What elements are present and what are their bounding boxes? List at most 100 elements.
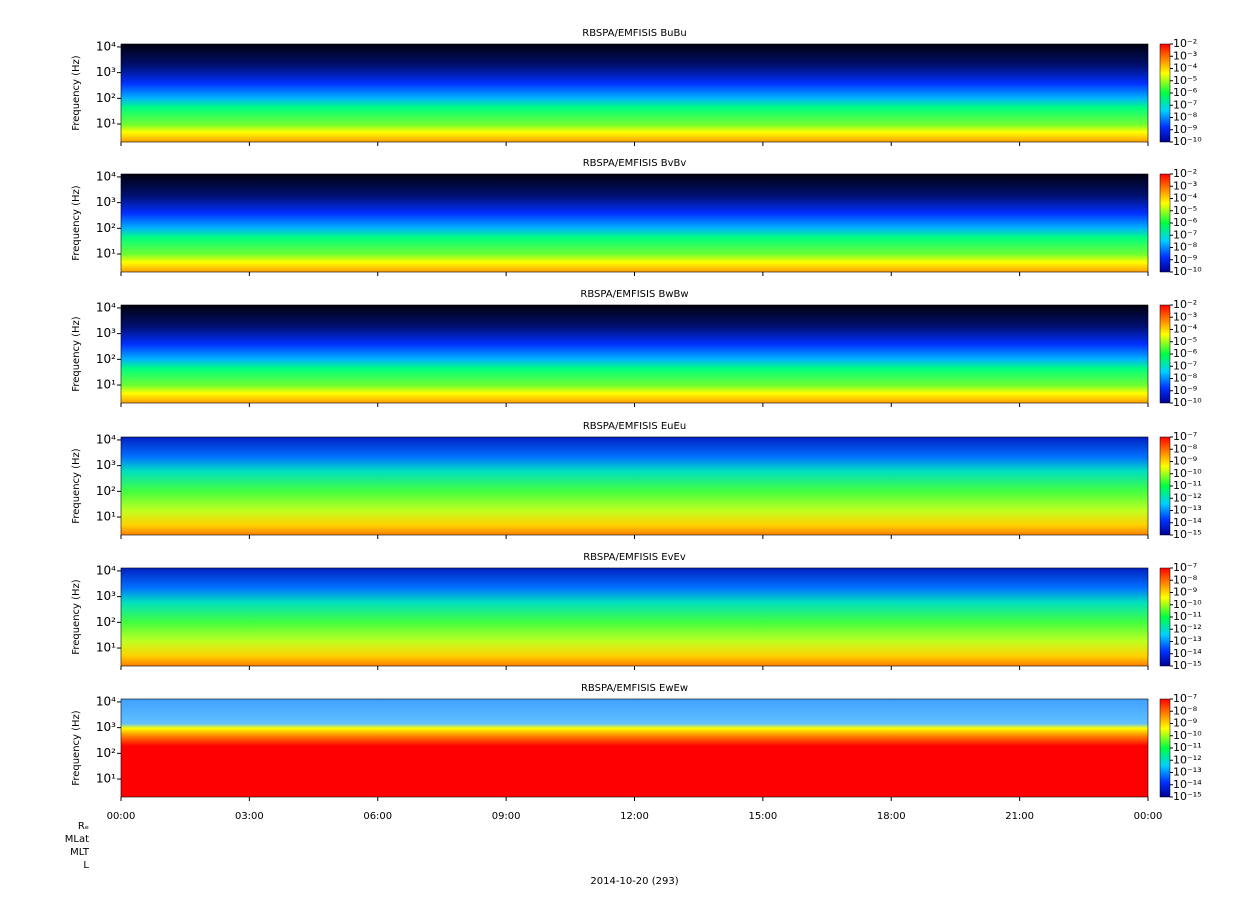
y-tick-label: 10² — [96, 484, 116, 498]
y-tick-label: 10¹ — [96, 378, 116, 392]
colorbar-tick-label: 10⁻¹¹ — [1173, 479, 1202, 492]
y-tick-label: 10³ — [96, 589, 116, 603]
colorbar-tick-label: 10⁻¹³ — [1173, 504, 1202, 517]
colorbar-tick-label: 10⁻⁷ — [1173, 98, 1197, 111]
x-tick-label: 21:00 — [1005, 811, 1034, 822]
y-tick-label: 10⁴ — [96, 300, 116, 314]
colorbar-tick-label: 10⁻² — [1173, 37, 1197, 50]
colorbar-tick-label: 10⁻⁹ — [1173, 253, 1197, 266]
x-tick-label: 18:00 — [877, 811, 906, 822]
colorbar-tick-label: 10⁻⁷ — [1173, 228, 1197, 241]
y-tick-label: 10⁴ — [96, 169, 116, 183]
orbit-label: MLT — [70, 847, 90, 858]
y-tick-label: 10² — [96, 615, 116, 629]
colorbar — [1159, 698, 1171, 798]
x-axis-label: 2014-10-20 (293) — [590, 876, 678, 887]
x-tick-label: 03:00 — [235, 811, 264, 822]
panel-title: RBSPA/EMFISIS EuEu — [583, 421, 686, 432]
y-tick-label: 10¹ — [96, 510, 116, 524]
x-tick-label: 00:00 — [1134, 811, 1163, 822]
orbit-label: Rₑ — [78, 821, 89, 832]
y-axis-label: Frequency (Hz) — [71, 448, 82, 524]
y-axis-label: Frequency (Hz) — [71, 185, 82, 261]
colorbar-tick-label: 10⁻¹⁵ — [1173, 528, 1202, 541]
colorbar-label: amplitude (nT^2/Hz) — [1223, 296, 1236, 411]
y-tick-label: 10³ — [96, 326, 116, 340]
colorbar-tick-label: 10⁻⁶ — [1173, 86, 1198, 99]
spectrogram — [121, 44, 1148, 142]
colorbar — [1159, 304, 1171, 404]
colorbar-label: amplitude (nT^2/Hz) — [1223, 35, 1236, 150]
colorbar-tick-label: 10⁻⁹ — [1173, 455, 1197, 468]
colorbar-label: amplitude (V^2/m^2/Hz) — [1223, 547, 1236, 687]
colorbar — [1159, 43, 1171, 143]
colorbar-tick-label: 10⁻⁹ — [1173, 586, 1197, 599]
y-axis-label: Frequency (Hz) — [71, 710, 82, 786]
colorbar-tick-label: 10⁻¹¹ — [1173, 741, 1202, 754]
colorbar-tick-label: 10⁻⁵ — [1173, 74, 1197, 87]
colorbar — [1159, 436, 1171, 536]
colorbar-label: amplitude (nT^2/Hz) — [1223, 165, 1236, 280]
colorbar-tick-label: 10⁻⁸ — [1173, 442, 1198, 455]
colorbar-tick-label: 10⁻⁷ — [1173, 692, 1197, 705]
y-axis-label: Frequency (Hz) — [71, 579, 82, 655]
colorbar-tick-label: 10⁻³ — [1173, 49, 1197, 62]
colorbar-tick-label: 10⁻¹² — [1173, 491, 1202, 504]
colorbar-tick-label: 10⁻¹⁰ — [1173, 467, 1202, 480]
colorbar-tick-label: 10⁻¹³ — [1173, 766, 1202, 779]
y-tick-label: 10¹ — [96, 641, 116, 655]
colorbar-tick-label: 10⁻¹⁴ — [1173, 516, 1202, 529]
y-axis-label: Frequency (Hz) — [71, 316, 82, 392]
colorbar-tick-label: 10⁻¹⁴ — [1173, 647, 1202, 660]
colorbar-tick-label: 10⁻¹⁰ — [1173, 265, 1202, 278]
colorbar-tick-label: 10⁻⁸ — [1173, 241, 1198, 254]
colorbar-tick-label: 10⁻⁷ — [1173, 430, 1197, 443]
colorbar-tick-label: 10⁻¹³ — [1173, 635, 1202, 648]
spectrogram — [121, 699, 1148, 797]
colorbar-tick-label: 10⁻⁸ — [1173, 372, 1198, 385]
colorbar — [1159, 567, 1171, 667]
x-tick-label: 15:00 — [748, 811, 777, 822]
y-tick-label: 10² — [96, 221, 116, 235]
y-axis-label: Frequency (Hz) — [71, 55, 82, 131]
colorbar-tick-label: 10⁻³ — [1173, 310, 1197, 323]
colorbar-tick-label: 10⁻⁵ — [1173, 204, 1197, 217]
y-tick-label: 10¹ — [96, 247, 116, 261]
colorbar-tick-label: 10⁻¹⁰ — [1173, 396, 1202, 409]
y-tick-label: 10³ — [96, 720, 116, 734]
x-tick-label: 09:00 — [492, 811, 521, 822]
colorbar-tick-label: 10⁻¹⁵ — [1173, 659, 1202, 672]
x-tick-label: 00:00 — [107, 811, 136, 822]
colorbar-tick-label: 10⁻¹⁴ — [1173, 778, 1202, 791]
colorbar-tick-label: 10⁻¹⁰ — [1173, 598, 1202, 611]
panel-title: RBSPA/EMFISIS BuBu — [582, 28, 686, 39]
spectrogram — [121, 437, 1148, 535]
y-tick-label: 10² — [96, 746, 116, 760]
y-tick-label: 10⁴ — [96, 432, 116, 446]
colorbar-tick-label: 10⁻⁹ — [1173, 717, 1197, 730]
colorbar-tick-label: 10⁻¹⁰ — [1173, 729, 1202, 742]
orbit-label: MLat — [65, 834, 89, 845]
spectrogram — [121, 568, 1148, 666]
colorbar-label: amplitude (V^2/m^2/Hz) — [1223, 678, 1236, 818]
y-tick-label: 10³ — [96, 458, 116, 472]
x-tick-label: 12:00 — [620, 811, 649, 822]
colorbar-tick-label: 10⁻⁵ — [1173, 335, 1197, 348]
y-tick-label: 10² — [96, 91, 116, 105]
panel-title: RBSPA/EMFISIS BvBv — [583, 158, 687, 169]
colorbar-tick-label: 10⁻⁸ — [1173, 111, 1198, 124]
colorbar-tick-label: 10⁻¹² — [1173, 622, 1202, 635]
y-tick-label: 10⁴ — [96, 694, 116, 708]
y-tick-label: 10¹ — [96, 772, 116, 786]
colorbar-tick-label: 10⁻⁷ — [1173, 359, 1197, 372]
colorbar-tick-label: 10⁻² — [1173, 298, 1197, 311]
colorbar-tick-label: 10⁻⁴ — [1173, 62, 1198, 75]
colorbar-tick-label: 10⁻⁶ — [1173, 216, 1198, 229]
colorbar-tick-label: 10⁻⁴ — [1173, 192, 1198, 205]
panel-title: RBSPA/EMFISIS BwBw — [580, 289, 688, 300]
colorbar-tick-label: 10⁻⁶ — [1173, 347, 1198, 360]
colorbar-tick-label: 10⁻³ — [1173, 179, 1197, 192]
colorbar-label: amplitude (V^2/m^2/Hz) — [1223, 416, 1236, 556]
y-tick-label: 10¹ — [96, 117, 116, 131]
